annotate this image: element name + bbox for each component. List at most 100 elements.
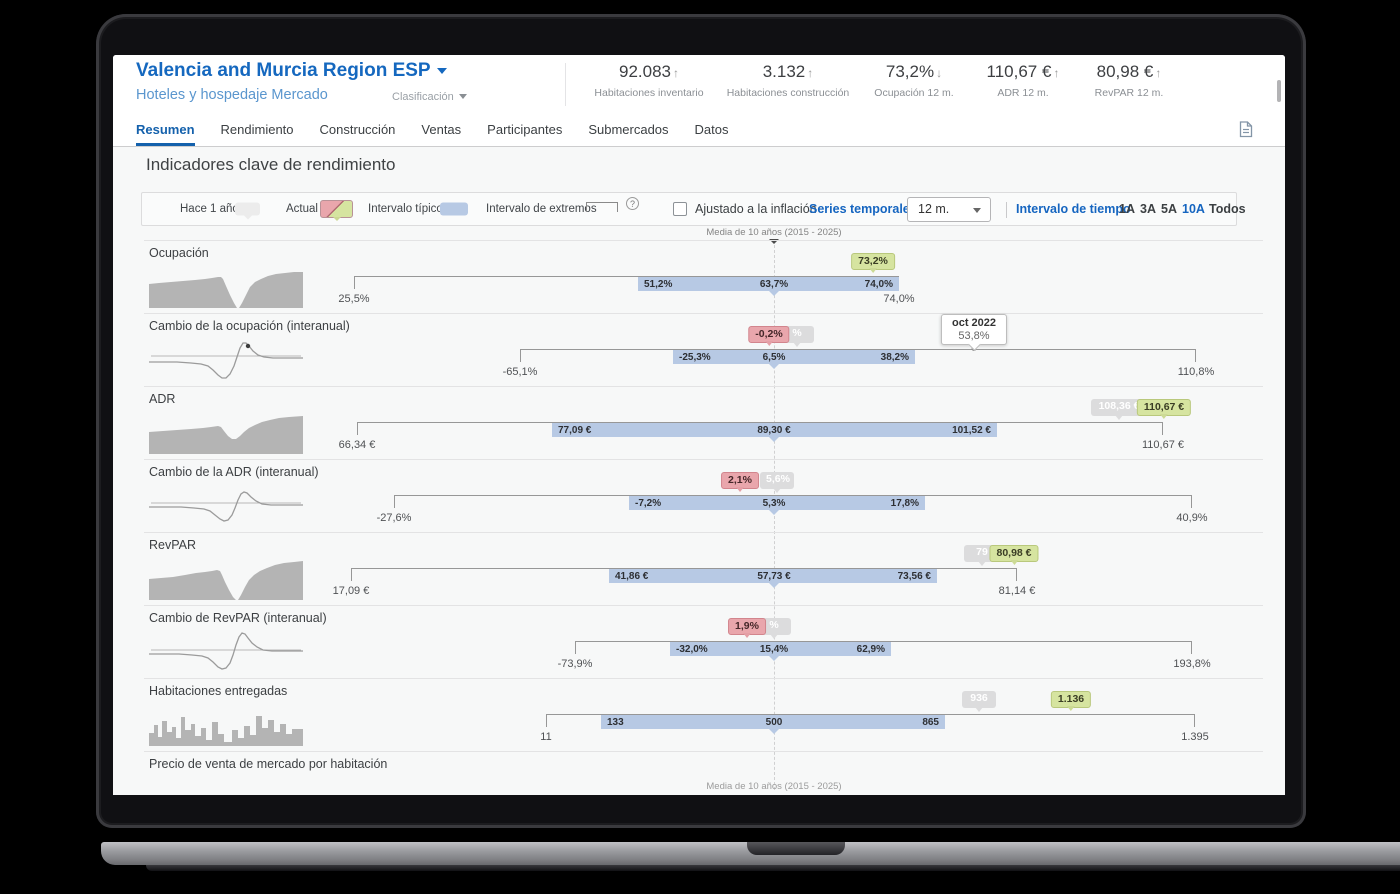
content-background [113,147,1285,795]
legend-extremes-swatch [586,202,618,212]
min-value-label: -73,9% [557,658,593,670]
interval-option-todos[interactable]: Todos [1209,202,1246,216]
max-value-label: 74,0% [883,293,915,305]
stat-value: 73,2% ↓ [885,62,943,81]
legend-typical-label: Intervalo típico [368,203,443,215]
stat-value: 92.083 ↑ [619,62,679,81]
typical-range-bar[interactable]: 41,86 € 57,73 € 73,56 € [609,568,937,583]
min-value-label: 66,34 € [338,439,376,451]
mean-marker-icon [769,437,779,442]
mean-marker-icon [769,656,779,661]
legend-year-ago-swatch [235,202,260,220]
mean-value: 89,30 € [757,425,791,436]
typical-high-value: 73,56 € [897,571,931,582]
kpi-row-label: ADR [149,392,176,406]
typical-low-value: 133 [607,717,624,728]
typical-low-value: 41,86 € [615,571,649,582]
min-value-label: -27,6% [376,512,412,524]
mean-value: 500 [765,717,783,728]
market-title-dropdown[interactable]: Valencia and Murcia Region ESP [136,60,447,82]
arrow-up-icon: ↑ [1155,66,1162,80]
chevron-down-icon [436,68,447,74]
series-select[interactable]: 12 m. [907,197,991,222]
chevron-down-icon [458,94,467,99]
ten-year-mean-label: Media de 10 años (2015 - 2025) [706,227,842,238]
kpi-row: Ocupación 51,2% 63,7% 74,0% 25,5% 74,0% 73,2% [113,240,1285,313]
mean-marker-icon [769,583,779,588]
typical-low-value: -25,3% [679,352,711,363]
current-value-badge: 110,67 € [1136,399,1192,419]
stat-value: 3.132 ↑ [762,62,814,81]
ten-year-mean-dashed-line [774,245,775,790]
legend-controls-bar: Hace 1 año Actual Intervalo típico Inter… [141,192,1246,226]
sparkline-chart [149,632,303,670]
ten-year-mean-label: Media de 10 años (2015 - 2025) [706,781,842,792]
year-ago-value-badge: 108,36 € [1091,399,1147,420]
tab-construcción[interactable]: Construcción [319,122,396,137]
time-series-label[interactable]: Series temporales [809,202,917,216]
max-value-label: 110,8% [1177,366,1215,378]
sparkline-chart [149,272,303,308]
tab-resumen[interactable]: Resumen [136,113,195,146]
kpi-row-label: Precio de venta de mercado por habitació… [149,757,388,771]
mean-value: 5,3% [762,498,786,509]
typical-low-value: -7,2% [635,498,662,509]
kpi-row: Precio de venta de mercado por habitació… [113,751,1285,795]
interval-option-1a[interactable]: 1A [1119,202,1135,216]
typical-high-value: 17,8% [890,498,919,509]
help-icon[interactable]: ? [626,197,639,210]
kpi-row-label: Cambio de RevPAR (interanual) [149,611,327,625]
typical-range-bar[interactable]: -7,2% 5,3% 17,8% [629,495,925,510]
inflation-checkbox-label[interactable]: Ajustado a la inflación [695,202,817,216]
min-value-label: 11 [540,731,552,743]
max-value-label: 40,9% [1176,512,1208,524]
year-ago-value-badge: 5,6% [760,472,794,493]
stat-1: 92.083 ↑ Habitaciones inventario [574,62,724,99]
typical-low-value: -32,0% [676,644,708,655]
stat-label: Ocupación 12 m. [874,87,954,99]
typical-range-bar[interactable]: 51,2% 63,7% 74,0% [638,276,899,291]
kpi-row: Cambio de RevPAR (interanual) -32,0% 15,4%… [113,605,1285,678]
interval-option-3a[interactable]: 3A [1140,202,1156,216]
tab-submercados[interactable]: Submercados [588,122,669,137]
time-interval-label: Intervalo de tiempo [1016,202,1131,216]
interval-option-5a[interactable]: 5A [1161,202,1177,216]
typical-low-value: 51,2% [644,279,673,290]
header-divider [565,63,566,106]
typical-high-value: 62,9% [856,644,885,655]
current-value-badge: 2,1% [721,472,759,492]
legend-actual-label: Actual [286,203,318,215]
report-document-icon[interactable] [1239,121,1253,138]
typical-range-bar[interactable]: 77,09 € 89,30 € 101,52 € [552,422,997,437]
tab-datos[interactable]: Datos [694,122,729,137]
mean-marker-icon [769,364,779,369]
tooltip-date: oct 2022 [951,317,997,329]
sparkline-chart [149,491,303,522]
market-subtitle: Hoteles y hospedaje Mercado [136,87,328,103]
stat-label: Habitaciones inventario [594,87,704,99]
stat-label: ADR 12 m. [997,87,1049,99]
legend-actual-swatch [320,200,353,221]
typical-range-bar[interactable]: -25,3% 6,5% 38,2% [673,349,915,364]
inflation-checkbox[interactable] [673,202,687,216]
mean-value: 15,4% [759,644,789,655]
classification-dropdown[interactable]: Clasificación [392,91,467,103]
interval-option-10a[interactable]: 10A [1182,202,1205,216]
arrow-up-icon: ↑ [1053,66,1060,80]
kpi-row-label: Habitaciones entregadas [149,684,288,698]
controls-divider [1006,202,1007,218]
typical-high-value: 865 [922,717,939,728]
typical-range-bar[interactable]: -32,0% 15,4% 62,9% [670,641,891,656]
tab-ventas[interactable]: Ventas [421,122,462,137]
scrollbar-thumb[interactable] [1277,80,1281,102]
max-value-label: 1.395 [1181,731,1209,743]
tab-participantes[interactable]: Participantes [487,122,563,137]
stat-2: 3.132 ↑ Habitaciones construcción [713,62,863,99]
min-value-label: -65,1% [502,366,538,378]
year-ago-value-badge: 936 [962,691,996,712]
typical-range-bar[interactable]: 133 500 865 [601,714,945,729]
arrow-down-icon: ↓ [936,66,943,80]
laptop-notch [747,842,845,855]
mean-value: 63,7% [759,279,789,290]
tab-rendimiento[interactable]: Rendimiento [220,122,294,137]
